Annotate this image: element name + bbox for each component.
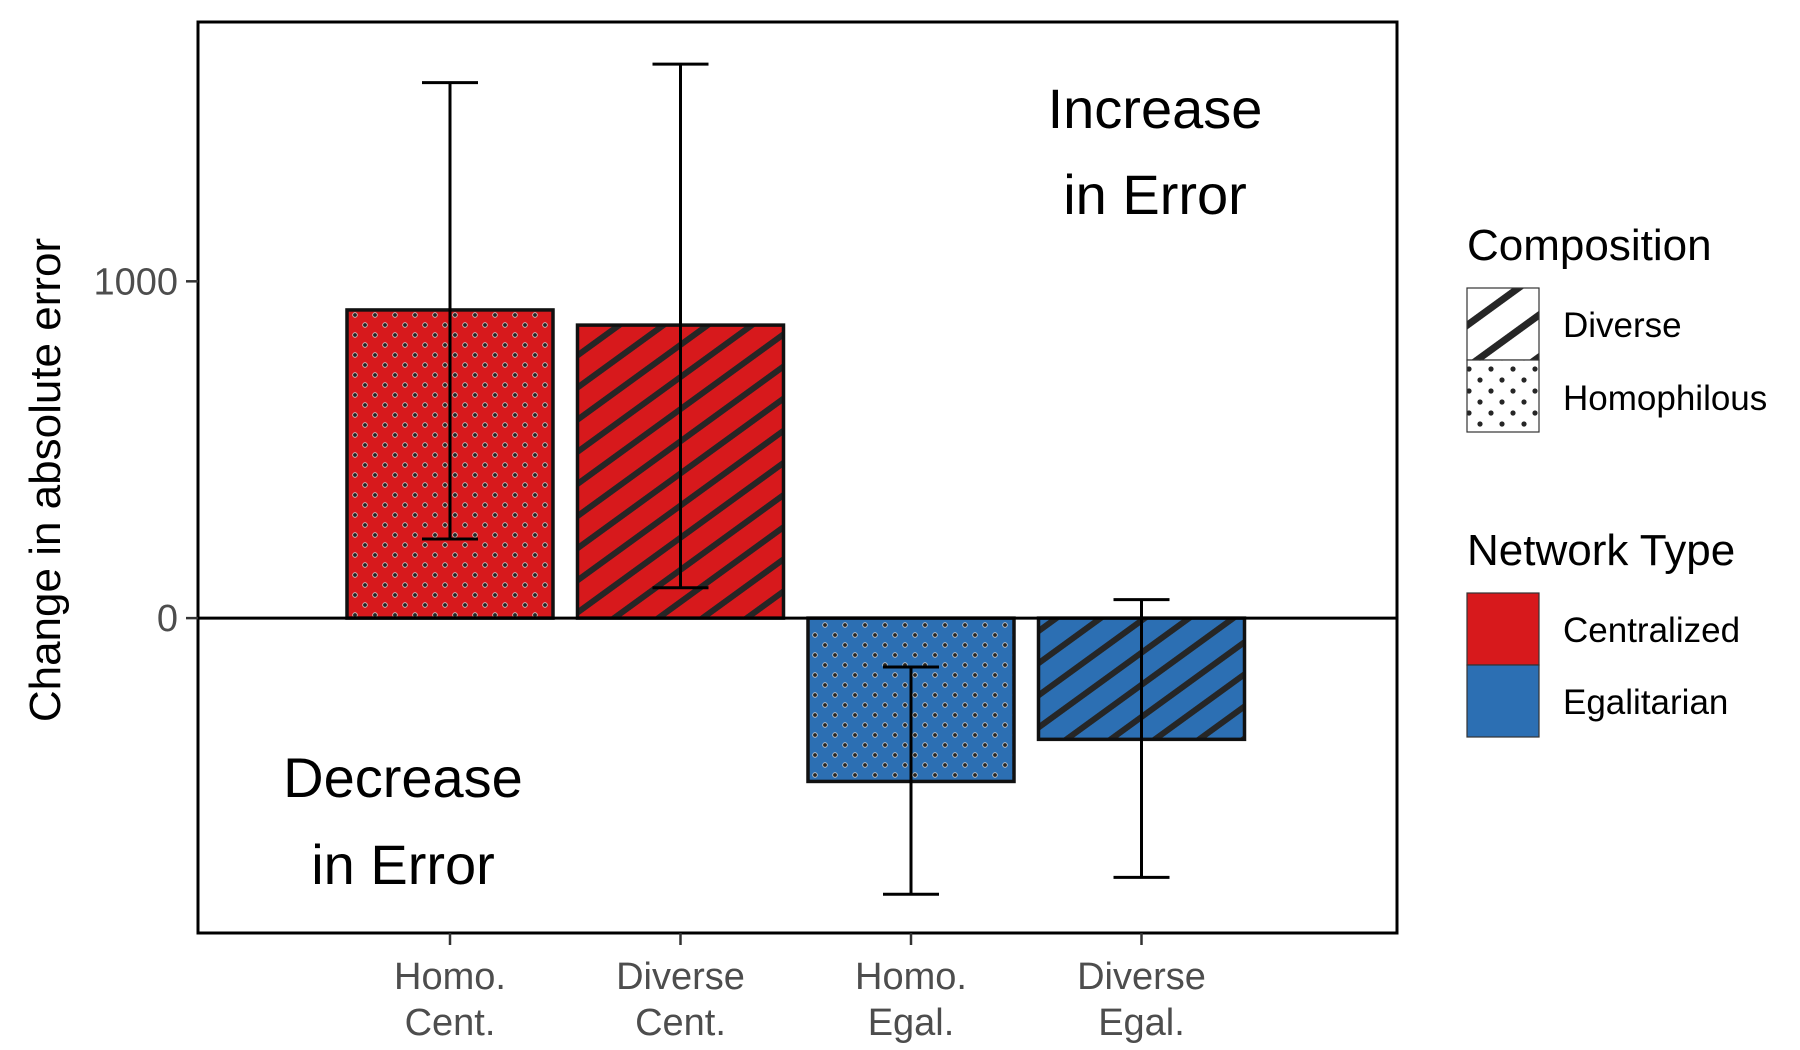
y-tick-label: 0 <box>157 598 178 640</box>
legend-key-diverse <box>1466 287 1540 361</box>
y-axis: 0 1000 <box>93 261 198 640</box>
legend-label-homophilous: Homophilous <box>1563 379 1767 418</box>
legend-key-centralized <box>1466 592 1540 666</box>
legend-label-egalitarian: Egalitarian <box>1563 683 1728 722</box>
increase-annotation-line2: in Error <box>1063 163 1247 226</box>
legend-key-egalitarian <box>1466 664 1540 738</box>
y-tick-label: 1000 <box>93 261 178 303</box>
x-tick-label-diverse-egal: Diverse Egal. <box>1077 956 1206 1044</box>
bars-layer <box>345 308 1247 784</box>
legend: Composition Diverse Homophilous Network … <box>1466 221 1767 738</box>
x-tick-label-diverse-cent: Diverse Cent. <box>616 956 745 1044</box>
legend-label-centralized: Centralized <box>1563 611 1740 650</box>
plot-panel-border <box>196 20 1399 935</box>
decrease-annotation-line2: in Error <box>311 833 495 896</box>
x-tick-label-homo-egal: Homo. Egal. <box>855 956 967 1044</box>
legend-composition-title: Composition <box>1467 221 1712 270</box>
legend-key-homophilous <box>1466 359 1540 433</box>
increase-annotation-line1: Increase <box>1048 77 1263 140</box>
y-axis-label: Change in absolute error <box>21 238 70 722</box>
legend-label-diverse: Diverse <box>1563 306 1682 345</box>
legend-network-title: Network Type <box>1467 526 1735 575</box>
x-tick-label-homo-cent: Homo. Cent. <box>394 956 506 1044</box>
error-bar-diverse-cent <box>652 62 709 590</box>
x-axis: Homo. Cent. Diverse Cent. Homo. Egal. Diverse E… <box>394 933 1206 1044</box>
errorbars-layer <box>422 62 1170 896</box>
error-bar-homo-cent <box>422 81 478 541</box>
error-bar-diverse-egal <box>1113 598 1170 879</box>
decrease-annotation-line1: Decrease <box>283 746 523 809</box>
error-bar-homo-egal <box>883 665 939 896</box>
